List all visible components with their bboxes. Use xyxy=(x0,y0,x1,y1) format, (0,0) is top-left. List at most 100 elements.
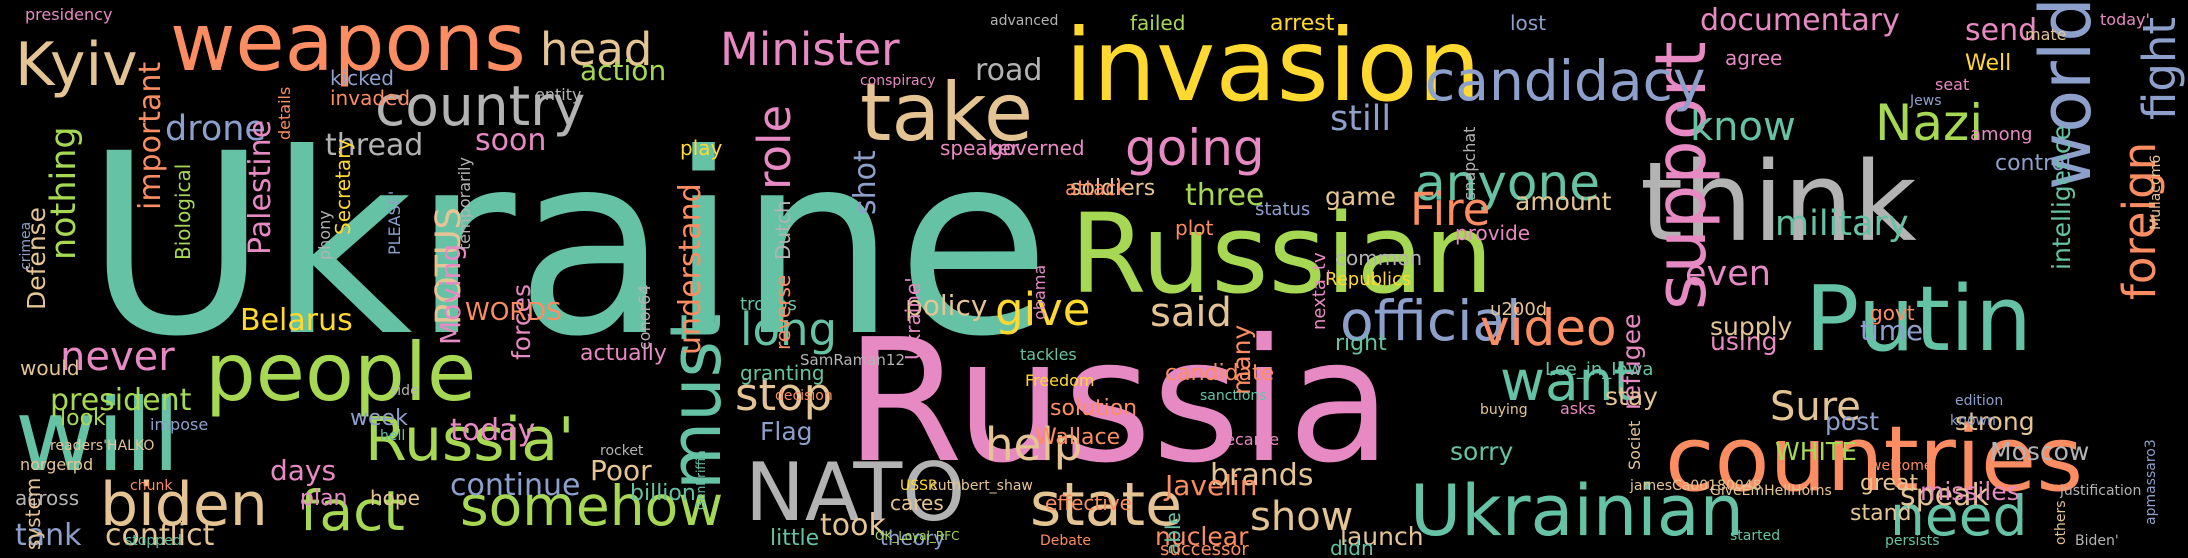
cloud-word: nexta_tv xyxy=(1309,252,1330,330)
cloud-word: road xyxy=(975,53,1042,88)
cloud-word: candidate xyxy=(1165,361,1274,386)
cloud-word: control xyxy=(1995,151,2071,176)
cloud-word: NATO xyxy=(745,446,965,539)
cloud-word: invasion xyxy=(1065,7,1481,124)
cloud-word: theory xyxy=(880,526,945,550)
cloud-word: many xyxy=(1227,324,1256,395)
cloud-word: going xyxy=(1125,119,1265,177)
cloud-word: sorry xyxy=(1450,437,1513,466)
cloud-word: nuclear xyxy=(1155,522,1249,551)
cloud-word: phony xyxy=(315,210,334,260)
cloud-word: POTUS xyxy=(429,207,469,325)
cloud-word: launch xyxy=(1340,522,1424,551)
cloud-word: state xyxy=(1030,470,1182,540)
cloud-word: time xyxy=(1860,314,1923,347)
cloud-word: never xyxy=(60,334,175,380)
cloud-word: Jews xyxy=(1909,93,1942,109)
cloud-word: know xyxy=(1690,104,1796,150)
cloud-word: jamesCa00180048 xyxy=(1629,478,1762,494)
cloud-word: Societ xyxy=(1625,421,1644,470)
cloud-word: Secretary xyxy=(331,139,355,235)
cloud-word: little xyxy=(770,526,819,551)
cloud-word: side xyxy=(390,383,419,399)
cloud-word: would xyxy=(20,356,80,380)
cloud-word: people xyxy=(205,326,476,419)
cloud-word: Republics xyxy=(1325,269,1411,290)
cloud-word: solution xyxy=(1050,396,1137,421)
cloud-word: policy xyxy=(905,289,987,322)
cloud-word: foreign xyxy=(2113,142,2166,300)
cloud-word: common xyxy=(1335,246,1422,270)
cloud-word: conspiracy xyxy=(860,73,936,89)
cloud-word: plan xyxy=(300,486,348,511)
cloud-word: nothing xyxy=(44,126,84,260)
cloud-word: country xyxy=(375,74,585,138)
cloud-word: PLEASE' xyxy=(385,191,404,255)
cloud-word: decision xyxy=(775,388,833,404)
cloud-word: somehow xyxy=(460,474,723,538)
cloud-word: obama xyxy=(1030,265,1049,320)
cloud-word: supply xyxy=(1710,312,1793,341)
cloud-word: became xyxy=(1215,430,1279,449)
cloud-word: play xyxy=(680,136,723,160)
cloud-word: help xyxy=(985,418,1082,471)
cloud-word: WHITE xyxy=(1775,437,1857,466)
cloud-word: impose xyxy=(150,415,208,434)
cloud-word: stay xyxy=(1605,382,1658,411)
cloud-word: post xyxy=(1825,407,1879,436)
cloud-word: attack xyxy=(1065,176,1128,200)
cloud-word: details xyxy=(275,87,294,140)
cloud-word: OK_Loyal_RFC xyxy=(875,529,960,543)
cloud-word: refugee xyxy=(1617,314,1646,410)
cloud-word: Russia' xyxy=(365,405,574,475)
cloud-word: Russian xyxy=(1070,190,1494,318)
cloud-word: tank xyxy=(15,518,82,553)
cloud-word: billion xyxy=(630,481,696,506)
cloud-word: give xyxy=(995,283,1090,336)
cloud-word: want xyxy=(1500,349,1635,413)
cloud-word: Debate xyxy=(1040,533,1091,549)
cloud-word: Wallace xyxy=(1035,425,1120,450)
cloud-word: advanced xyxy=(990,13,1058,29)
cloud-word: reverse xyxy=(771,275,795,350)
cloud-word: need xyxy=(1890,484,2027,548)
cloud-word: video xyxy=(1480,299,1617,357)
cloud-word: Belarus xyxy=(240,303,353,338)
cloud-word: thread xyxy=(325,128,423,163)
cloud-word: support xyxy=(1640,41,1722,310)
cloud-word: Biden' xyxy=(2075,533,2119,549)
cloud-word: head xyxy=(540,23,652,76)
cloud-word: among xyxy=(1970,124,2032,145)
cloud-word: lost xyxy=(1510,11,1546,35)
cloud-word: able xyxy=(1161,512,1185,555)
cloud-word: will xyxy=(15,377,180,494)
cloud-word: governed xyxy=(990,136,1085,160)
cloud-word: Well xyxy=(1965,51,2011,76)
cloud-word: status xyxy=(1255,199,1310,220)
cloud-word: entity xyxy=(535,85,581,104)
cloud-word: readers'HALKO xyxy=(50,438,154,454)
cloud-word: speaker xyxy=(940,136,1020,160)
cloud-word: missiles xyxy=(1920,477,2020,506)
cloud-word: great xyxy=(1860,471,1919,496)
cloud-word: took xyxy=(820,508,886,543)
cloud-word: countries xyxy=(1665,407,2083,512)
cloud-word: strong xyxy=(1955,407,2035,436)
cloud-word: days xyxy=(270,454,336,487)
cloud-word: Dutch xyxy=(771,200,795,260)
cloud-word: Nazi xyxy=(1875,94,1983,152)
cloud-word: still xyxy=(1330,99,1391,139)
cloud-word: plot xyxy=(1175,216,1213,240)
cloud-word: important xyxy=(133,62,168,210)
cloud-word: known xyxy=(1950,413,1996,429)
cloud-word: WORDS xyxy=(465,297,562,326)
cloud-word: norgerpd xyxy=(20,455,93,474)
cloud-word: Ukraine' xyxy=(901,277,925,360)
cloud-word: right xyxy=(1335,331,1387,356)
cloud-word: soon xyxy=(475,123,546,158)
cloud-word: asks xyxy=(1560,399,1596,418)
cloud-word: drone xyxy=(165,109,266,149)
cloud-word: arrest xyxy=(1270,11,1335,36)
cloud-word: candidacy xyxy=(1425,49,1705,113)
